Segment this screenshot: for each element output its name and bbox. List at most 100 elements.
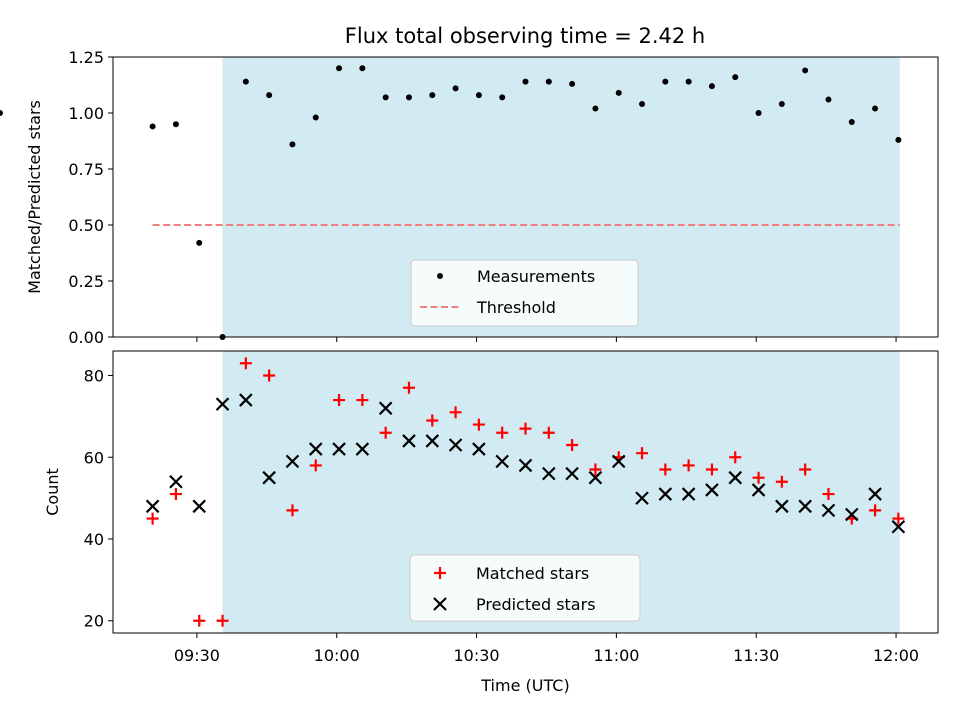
- ratio-y-tick-label: 0.75: [68, 160, 104, 179]
- measurement-point: [475, 92, 482, 99]
- predicted-star-point: [402, 434, 416, 448]
- predicted-star-point: [518, 458, 533, 473]
- predicted-star-point: [821, 503, 836, 518]
- ratio-panel-frame: [112, 56, 939, 338]
- measurement-point: [872, 105, 879, 112]
- predicted-star-point: [332, 442, 346, 456]
- matched-star-point: [216, 614, 229, 627]
- legend-predicted-marker: [433, 597, 447, 611]
- matched-star-point: [682, 459, 695, 472]
- predicted-star-point: [611, 454, 626, 469]
- matched-star-point: [589, 463, 602, 476]
- predicted-star-point: [705, 483, 719, 497]
- predicted-star-point: [798, 499, 812, 514]
- matched-star-point: [542, 426, 555, 439]
- measurement-point: [755, 110, 762, 116]
- measurement-point: [592, 105, 599, 112]
- count-legend: Matched stars Predicted stars: [409, 554, 641, 622]
- time-x-tick-label: 10:30: [454, 646, 500, 665]
- measurement-point: [452, 85, 459, 92]
- measurement-point: [778, 101, 785, 108]
- predicted-star-point: [169, 475, 183, 489]
- predicted-star-point: [145, 499, 160, 514]
- matched-star-point: [705, 463, 718, 476]
- matched-star-point: [496, 426, 509, 439]
- predicted-star-point: [565, 466, 579, 481]
- measurement-point: [522, 78, 529, 85]
- time-x-label: Time (UTC): [480, 676, 569, 695]
- matched-star-point: [193, 614, 206, 627]
- ratio-y-label: Matched/Predicted stars: [25, 100, 44, 294]
- predicted-star-point: [891, 519, 906, 534]
- count-y-tick-label: 80: [84, 367, 104, 386]
- matched-star-point: [472, 418, 485, 431]
- predicted-star-point: [355, 442, 370, 456]
- measurement-point: [149, 123, 156, 130]
- count-y-tick-label: 20: [84, 612, 104, 631]
- predicted-star-point: [425, 434, 440, 448]
- count-panel-frame: [112, 350, 939, 634]
- measurement-point: [545, 78, 552, 85]
- ratio-y-tick-label: 0.00: [68, 328, 104, 347]
- legend-matched-label: Matched stars: [476, 564, 589, 583]
- time-x-tick-label: 10:00: [314, 646, 360, 665]
- legend-measurements-label: Measurements: [477, 267, 595, 286]
- predicted-star-point: [239, 393, 253, 407]
- matched-star-point: [309, 459, 322, 472]
- ratio-legend-box: [410, 259, 639, 327]
- measurement-point: [848, 118, 855, 125]
- legend-predicted-label: Predicted stars: [476, 595, 596, 614]
- measurement-point: [289, 141, 296, 148]
- measurement-point: [429, 92, 436, 99]
- matched-star-point: [356, 394, 369, 407]
- predicted-star-point: [495, 454, 509, 469]
- matched-star-point: [519, 422, 532, 435]
- predicted-star-point: [308, 442, 323, 456]
- predicted-star-point: [472, 442, 486, 456]
- matched-stars-points: [146, 357, 905, 627]
- ratio-panel: 0.00 0.25 0.50 0.75 1.00 1.25 Matched/Predict…: [0, 48, 939, 347]
- matched-star-point: [752, 471, 765, 484]
- measurement-points: [0, 65, 902, 340]
- ratio-y-tick-label: 0.25: [68, 272, 104, 291]
- measurement-point: [196, 239, 203, 246]
- matched-star-point: [333, 394, 346, 407]
- measurement-point: [242, 78, 249, 85]
- time-x-tick-label: 09:30: [174, 646, 220, 665]
- matched-star-point: [449, 406, 462, 419]
- matched-star-point: [822, 488, 835, 501]
- measurement-point: [312, 114, 319, 121]
- predicted-star-point: [844, 507, 859, 522]
- predicted-star-point: [681, 487, 696, 501]
- measurement-point: [615, 89, 622, 96]
- matched-star-point: [379, 426, 392, 439]
- measurement-point: [266, 92, 273, 99]
- ratio-y-axis: 0.00 0.25 0.50 0.75 1.00 1.25: [68, 48, 113, 347]
- predicted-star-point: [751, 483, 766, 497]
- count-y-tick-label: 40: [84, 530, 104, 549]
- time-x-tick-label: 12:00: [873, 646, 919, 665]
- measurement-point: [336, 65, 343, 72]
- measurement-point: [895, 136, 902, 143]
- predicted-star-point: [448, 438, 463, 452]
- matched-star-point: [239, 357, 252, 370]
- ratio-y-tick-label: 1.00: [68, 104, 104, 123]
- matched-star-point: [636, 447, 649, 460]
- count-y-tick-label: 60: [84, 448, 104, 467]
- predicted-star-point: [215, 397, 230, 411]
- matched-star-point: [729, 451, 742, 464]
- time-x-axis: 09:30 10:00 10:30 11:00 11:30 12:00: [174, 633, 919, 665]
- matched-star-point: [146, 512, 159, 525]
- predicted-star-point: [868, 487, 882, 501]
- legend-threshold-label: Threshold: [476, 298, 556, 317]
- matched-star-point: [799, 463, 812, 476]
- ratio-legend: Measurements Threshold: [410, 259, 639, 327]
- legend-measurement-marker: [437, 273, 443, 279]
- matched-star-point: [892, 512, 905, 525]
- measurement-point: [639, 101, 646, 108]
- time-x-tick-label: 11:00: [593, 646, 639, 665]
- count-y-label: Count: [43, 468, 62, 516]
- predicted-star-point: [728, 470, 743, 485]
- measurement-point: [359, 65, 366, 72]
